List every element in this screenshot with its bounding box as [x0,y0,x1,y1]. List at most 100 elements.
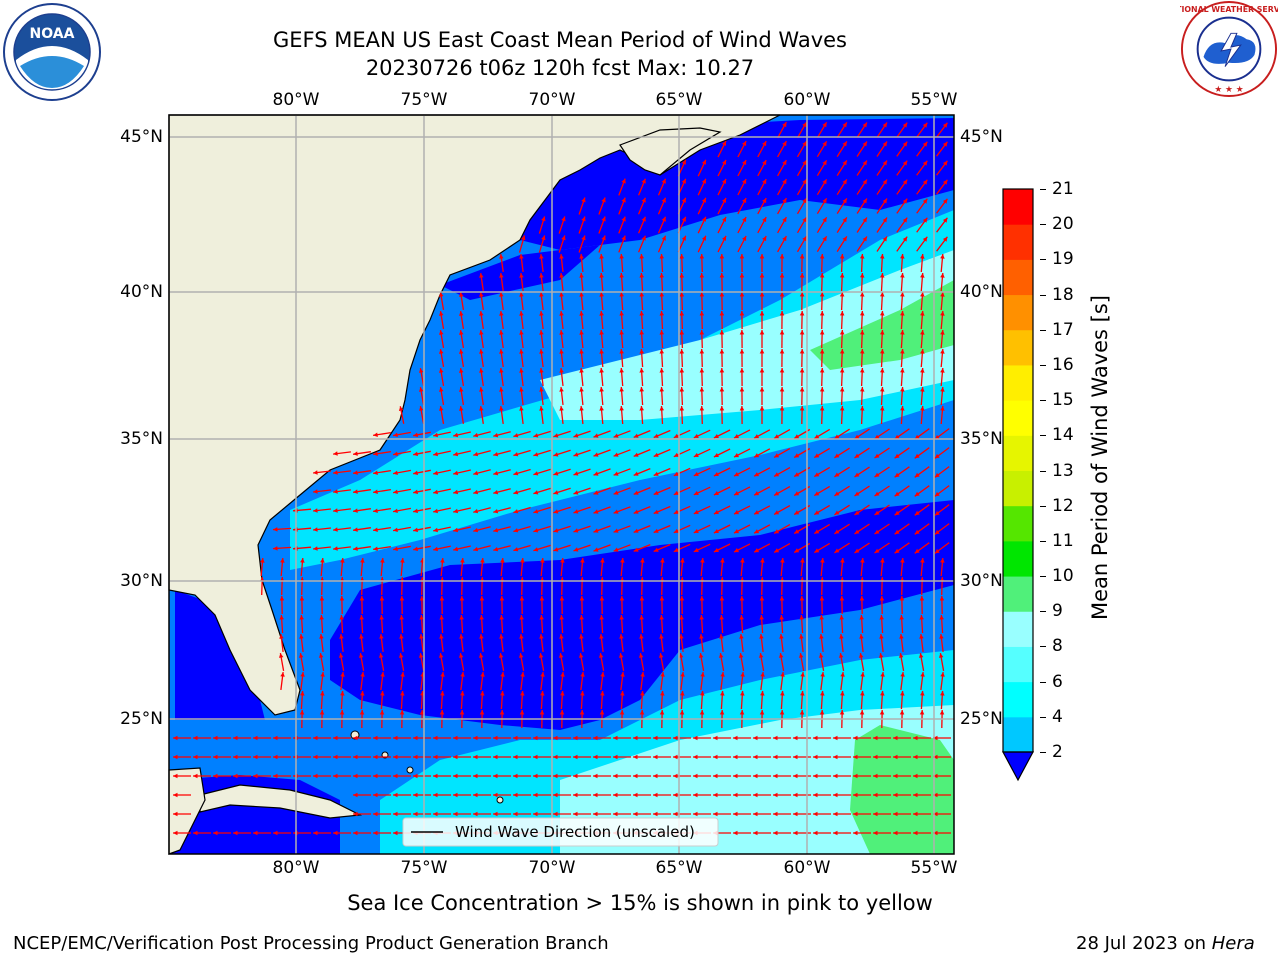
wave-arrow-head [853,811,858,817]
wave-arrow-head [519,254,524,259]
wave-arrow-head [782,141,787,147]
wave-arrow-head [619,406,624,411]
wave-arrow-head [459,387,464,392]
wave-arrow-head [940,672,945,677]
wave-arrow-head [539,710,545,715]
lat-label-right: 35°N [960,429,1003,449]
wave-arrow-head [499,273,504,278]
wave-arrow-head [860,691,865,696]
wave-arrow-head [693,792,698,798]
wave-arrow-head [759,311,765,316]
wave-arrow-head [819,615,824,620]
wave-arrow-head [433,811,438,817]
wave-arrow-head [233,830,238,836]
wave-arrow-head [659,406,664,411]
wave-arrow-head [880,672,885,677]
wave-arrow-head [660,672,665,677]
wave-arrow-head [473,735,478,741]
wave-arrow-head [680,558,685,563]
wave-arrow-head [660,558,665,563]
wave-arrow-head [894,491,900,497]
wave-arrow-head [940,273,945,278]
wave-arrow-head [862,160,867,166]
lon-label-bottom: 60°W [783,858,831,878]
wave-arrow-head [641,216,646,222]
wave-arrow-head [733,830,738,836]
wave-arrow-head [700,691,705,696]
wave-arrow-head [739,634,744,639]
wave-arrow-head [619,349,624,354]
wave-arrow-head [939,653,944,658]
wave-arrow-head [661,216,666,222]
colorbar-tick-mark [1040,400,1046,402]
generated-date: 28 Jul 2023 on Hera [1076,933,1255,954]
wave-arrow-head [639,330,644,335]
wave-arrow-head [722,197,726,203]
wave-arrow-head [580,558,585,563]
wave-arrow-head [559,406,564,411]
colorbar-segment [1003,224,1033,260]
wave-arrow-head [913,792,918,798]
wave-arrow-head [353,830,358,836]
wave-arrow-head [940,292,945,297]
wave-arrow-head [419,596,425,601]
wave-arrow-head [894,529,900,535]
wave-arrow-head [320,558,325,563]
wave-arrow-head [779,710,785,715]
wave-arrow-head [479,387,484,392]
colorbar-tick-label: 21 [1052,179,1074,199]
wave-arrow-head [934,529,940,535]
wave-arrow-head [513,433,519,438]
wave-arrow-head [762,179,767,185]
wave-arrow-head [399,596,405,601]
wave-arrow-head [782,160,787,166]
wave-arrow-head [873,773,878,779]
wave-arrow-head [719,634,724,639]
wave-arrow-head [779,254,785,259]
wave-arrow-head [413,792,418,798]
wave-arrow-head [360,691,365,696]
wave-arrow-head [313,735,318,741]
wave-arrow-head [300,672,305,677]
wave-arrow-head [740,672,745,677]
wave-arrow-head [459,311,464,316]
wave-arrow-head [559,615,564,620]
wave-arrow-head [882,198,887,204]
wave-arrow-head [633,528,639,533]
host-name: Hera [1211,933,1255,954]
wave-arrow-head [873,754,878,760]
wave-arrow-head [802,217,807,223]
wave-arrow-head [773,811,778,817]
wave-arrow-head [333,508,338,513]
wave-arrow-head [520,558,525,563]
wave-arrow-head [699,710,705,715]
wave-arrow-head [839,254,845,259]
wave-arrow-head [379,653,384,658]
wave-arrow-head [641,197,646,203]
wave-arrow-head [902,236,908,242]
wave-arrow-head [753,811,758,817]
wave-arrow-head [693,528,699,533]
wave-arrow-head [813,773,818,779]
wave-arrow-head [773,754,778,760]
wave-arrow-head [459,596,465,601]
wave-arrow-head [860,254,865,259]
wave-arrow-head [453,773,458,779]
wave-arrow-head [822,198,827,204]
wave-arrow-head [313,527,318,532]
wave-arrow-head [860,349,865,354]
wave-arrow-head [902,217,908,223]
wave-arrow-head [799,634,804,639]
wave-arrow-head [802,179,807,185]
wave-arrow-head [373,508,378,513]
wave-arrow-head [699,349,705,354]
wave-arrow-head [693,773,698,779]
wave-arrow-head [853,735,858,741]
wave-arrow-head [601,197,606,203]
wave-arrow-head [553,433,559,438]
wave-arrow-head [739,710,745,715]
wave-arrow-head [922,198,928,204]
wave-arrow-head [819,349,825,354]
wave-arrow-head [699,634,704,639]
wave-arrow-head [822,217,827,223]
